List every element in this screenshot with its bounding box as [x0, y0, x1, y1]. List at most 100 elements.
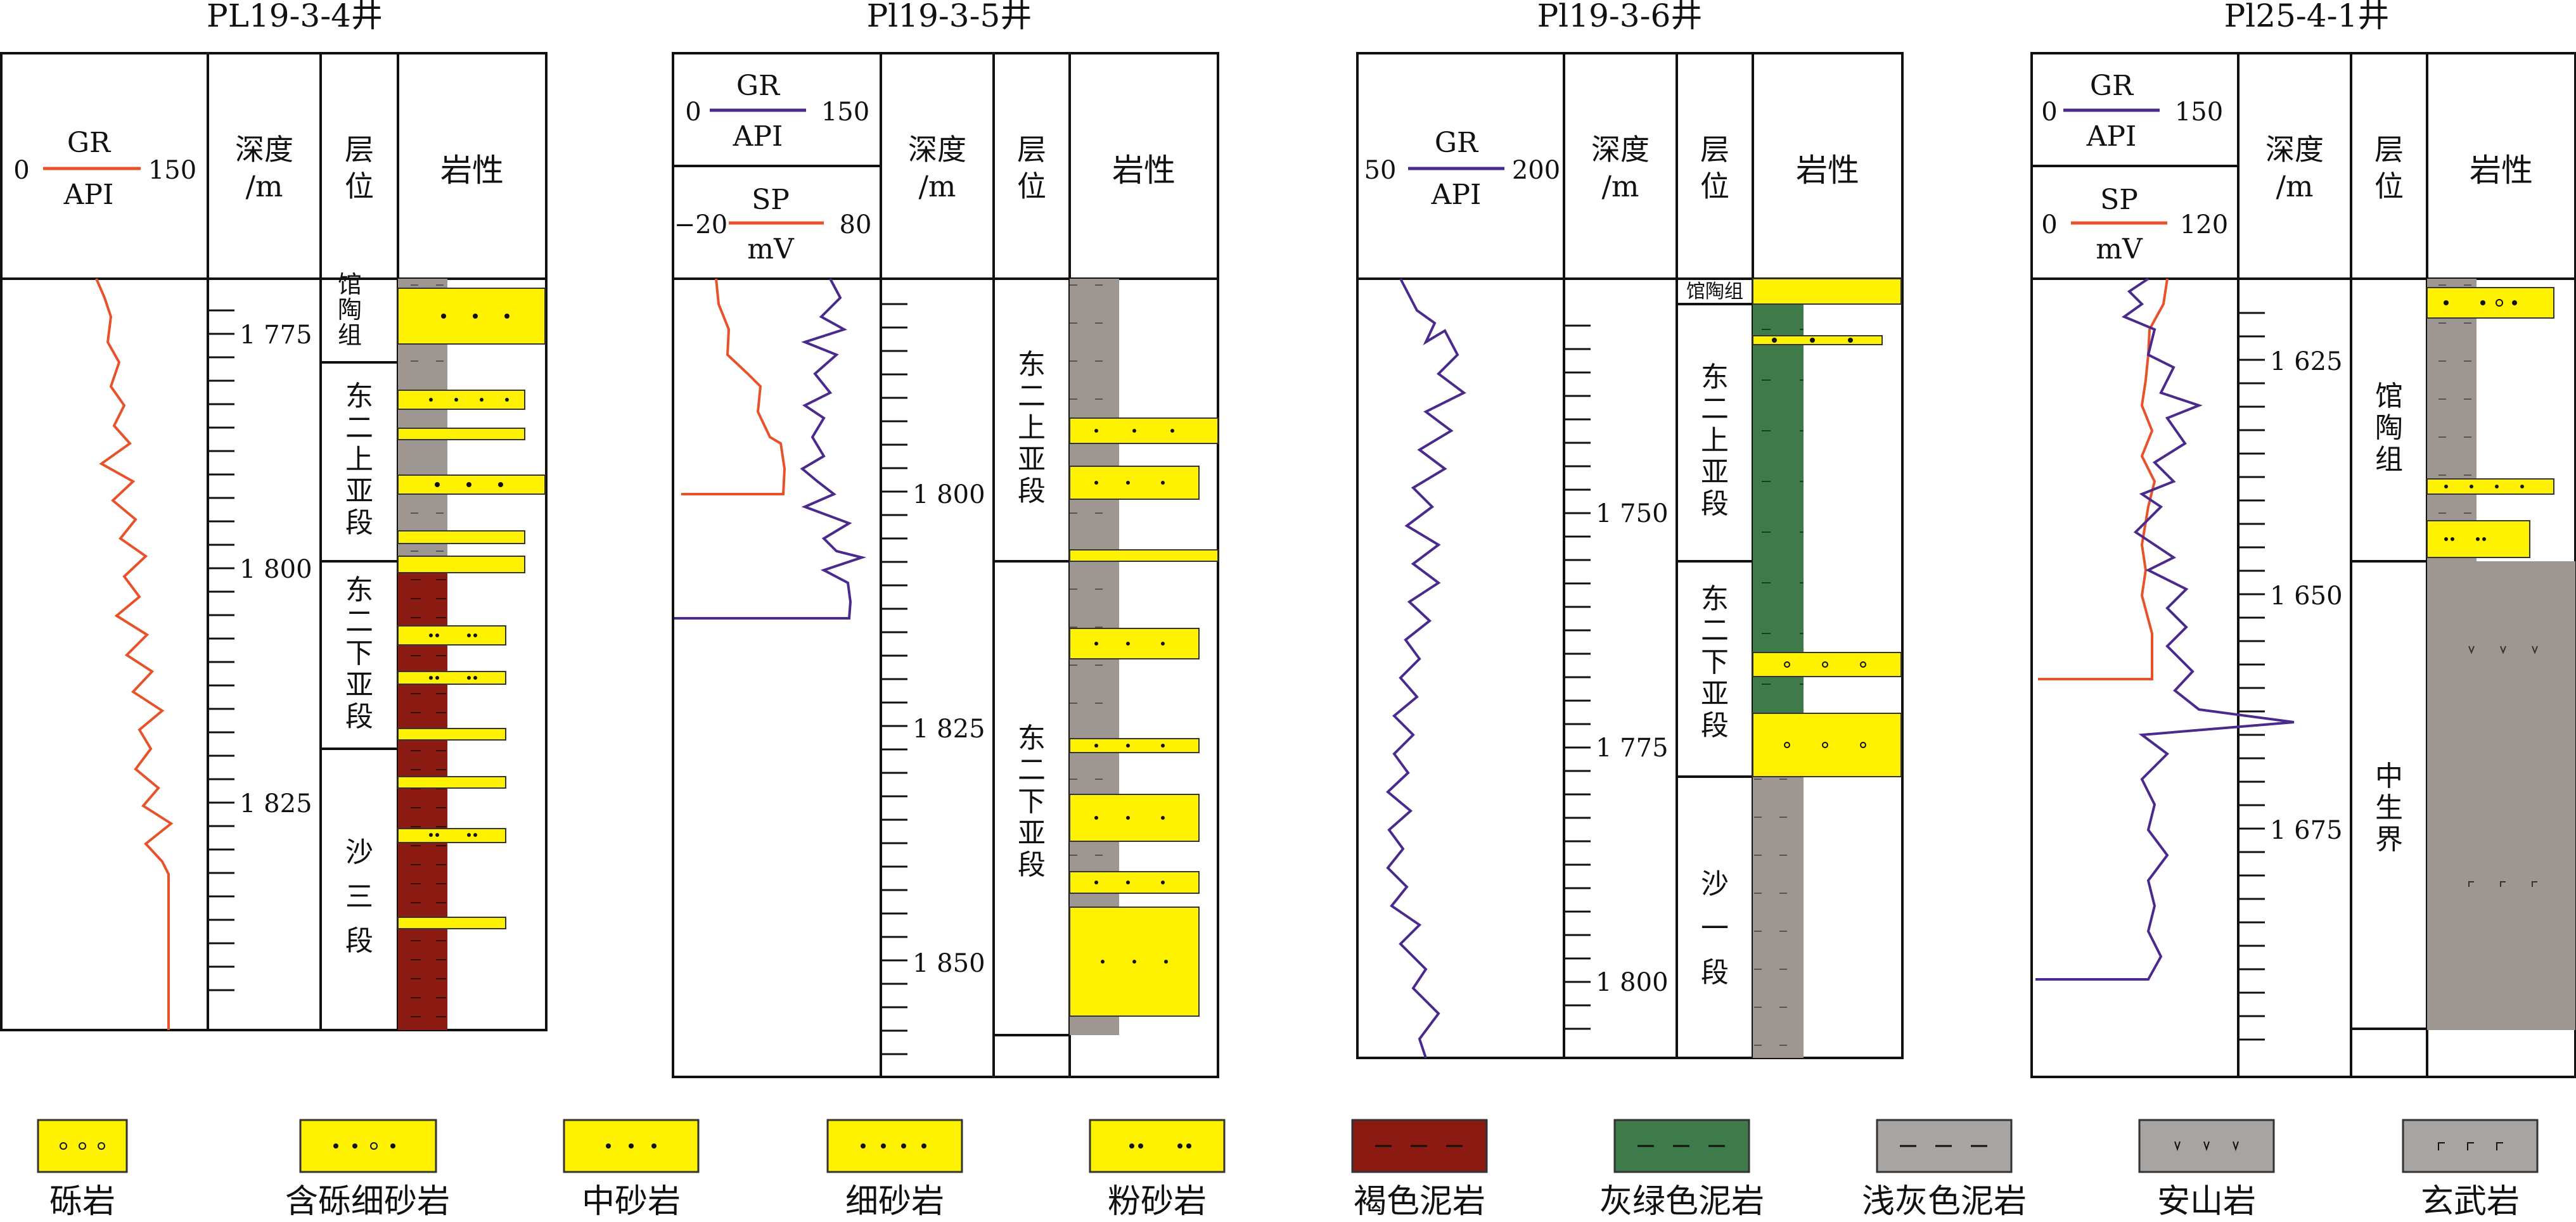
- fine-sandstone-bed: [397, 556, 525, 573]
- layer-dong2-lower: 东二下亚段: [345, 574, 373, 733]
- andesite-pattern-icon: [2138, 1119, 2275, 1173]
- depth-label: 1 625: [2270, 347, 2343, 376]
- pebbly-sandstone-bed: [1752, 278, 1902, 305]
- lithology-header: 岩性: [2470, 152, 2533, 189]
- layer-header: 层: [1017, 132, 1046, 167]
- curve-name: GR: [1435, 127, 1479, 159]
- medium-sandstone-bed: [1069, 466, 1200, 500]
- depth-header: 深度: [235, 132, 293, 167]
- curve-unit: API: [2086, 120, 2137, 153]
- legend-item: 细砂岩: [826, 1119, 963, 1221]
- layer-mesozoic: 中生界: [2375, 760, 2403, 856]
- andesite-symbols: [2468, 646, 2538, 887]
- well-pl19-3-4: PL19-3-4井 GR API 0 150 深度 /m 层 位 岩性: [0, 0, 548, 1031]
- legend-item: 安山岩: [2138, 1119, 2275, 1221]
- layer-header: 层: [2374, 132, 2404, 167]
- layer-dong2-lower: 东二下亚段: [1018, 722, 1046, 881]
- fine-sandstone-bed: [2426, 478, 2554, 495]
- layer-guantao: 馆陶组: [2375, 380, 2403, 476]
- gr-curve: [674, 278, 867, 620]
- depth-header: 深度: [2265, 132, 2324, 167]
- curve2-name: SP: [752, 184, 790, 216]
- curve-max: 200: [1512, 156, 1560, 185]
- curve-unit: API: [733, 120, 783, 153]
- depth-label: 1 675: [2270, 816, 2343, 845]
- curve-min: 0: [685, 98, 701, 127]
- siltstone-bed: [397, 828, 506, 843]
- curve-unit: API: [1431, 179, 1482, 211]
- well-pl19-3-6: Pl19-3-6井 GR API 50 200 深度 /m 层 位 岩性: [1356, 0, 1904, 1059]
- medium-sandstone-bed: [1069, 738, 1200, 753]
- siltstone-bed: [397, 776, 506, 789]
- depth-ticks: [881, 303, 907, 1055]
- curve-min: 50: [1364, 156, 1397, 185]
- legend-item: 玄武岩: [2402, 1119, 2539, 1221]
- legend-item: 褐色泥岩: [1351, 1119, 1488, 1221]
- well-title: Pl19-3-5井: [867, 0, 1032, 34]
- legend-label: 细砂岩: [845, 1183, 944, 1221]
- brown-mudstone-pattern-icon: [1351, 1119, 1488, 1173]
- curve-min: 0: [2041, 98, 2057, 127]
- well-pl19-3-5: Pl19-3-5井 GR API 0 150 SP mV −20 80 深度 /…: [672, 0, 1219, 1078]
- medium-sandstone-bed: [1069, 628, 1200, 659]
- gravel-pattern-icon: [37, 1119, 128, 1173]
- well-title: Pl19-3-6井: [1537, 0, 1703, 34]
- curve-max: 150: [2175, 98, 2223, 127]
- svg-text:/m: /m: [2276, 169, 2313, 203]
- well-title: Pl25-4-1井: [2224, 0, 2390, 34]
- layer-guantao: 馆陶组: [338, 270, 362, 349]
- svg-text:位: 位: [345, 169, 374, 203]
- depth-label: 1 800: [240, 555, 312, 584]
- depth-label: 1 825: [913, 715, 985, 744]
- pebbly-sandstone-bed: [1069, 417, 1219, 444]
- sp-curve: [681, 278, 786, 495]
- depth-label: 1 800: [1596, 968, 1669, 997]
- curve2-name: SP: [2100, 184, 2138, 216]
- legend-label: 浅灰色泥岩: [1862, 1183, 2027, 1221]
- basalt-pattern-icon: [2402, 1119, 2539, 1173]
- legend-label: 粉砂岩: [1108, 1183, 1207, 1221]
- lithology-header: 岩性: [1112, 152, 1176, 189]
- siltstone-bed: [397, 671, 506, 685]
- fine-sandstone-bed: [397, 530, 525, 544]
- gr-curve: [2035, 277, 2295, 981]
- curve-unit: API: [63, 179, 114, 211]
- legend-label: 安山岩: [2157, 1183, 2256, 1221]
- depth-header: 深度: [908, 132, 966, 167]
- pebbly-fine-sandstone-pattern-icon: [299, 1119, 437, 1173]
- medium-sandstone-bed: [1069, 794, 1200, 842]
- legend-item: 灰绿色泥岩: [1599, 1119, 1764, 1221]
- medium-sandstone-bed: [1069, 871, 1200, 894]
- svg-text:/m: /m: [1601, 169, 1639, 203]
- curve-name: GR: [736, 70, 781, 102]
- gray-green-mudstone: [1753, 304, 1804, 713]
- legend: 砾岩 含砾细砂岩 中砂岩 细砂岩 粉砂岩 褐色泥岩: [37, 1119, 2539, 1221]
- layer-header: 层: [345, 132, 374, 167]
- curve-min: 0: [13, 156, 29, 185]
- well-pl25-4-1: Pl25-4-1井 GR API 0 150 SP mV 0 120 深度 /m…: [2030, 0, 2576, 1078]
- curve2-unit: mV: [2096, 233, 2143, 265]
- depth-header: 深度: [1591, 132, 1650, 167]
- siltstone-bed: [397, 917, 506, 929]
- legend-label: 含砾细砂岩: [285, 1183, 450, 1221]
- legend-label: 玄武岩: [2421, 1183, 2520, 1221]
- fine-sandstone-pattern-icon: [826, 1119, 963, 1173]
- depth-label: 1 825: [240, 789, 312, 818]
- legend-item: 砾岩: [37, 1119, 128, 1221]
- legend-item: 粉砂岩: [1089, 1119, 1226, 1221]
- legend-label: 灰绿色泥岩: [1599, 1183, 1764, 1221]
- layer-dong2-upper: 东二上亚段: [345, 380, 373, 539]
- layer-dong2-upper: 东二上亚段: [1701, 361, 1729, 520]
- legend-item: 浅灰色泥岩: [1862, 1119, 2027, 1221]
- layer-sha3: 沙三段: [345, 836, 373, 957]
- layer-sha1: 沙一段: [1701, 868, 1729, 989]
- gr-curve: [1385, 278, 1466, 1059]
- svg-text:位: 位: [1700, 169, 1729, 203]
- lithology-header: 岩性: [1796, 152, 1859, 189]
- depth-unit: /m: [245, 169, 283, 203]
- siltstone-bed: [397, 625, 506, 646]
- depth-ticks: [208, 309, 234, 991]
- curve-name: GR: [2090, 70, 2134, 102]
- light-gray-mudstone: [2427, 279, 2477, 561]
- siltstone-pattern-icon: [1089, 1119, 1226, 1173]
